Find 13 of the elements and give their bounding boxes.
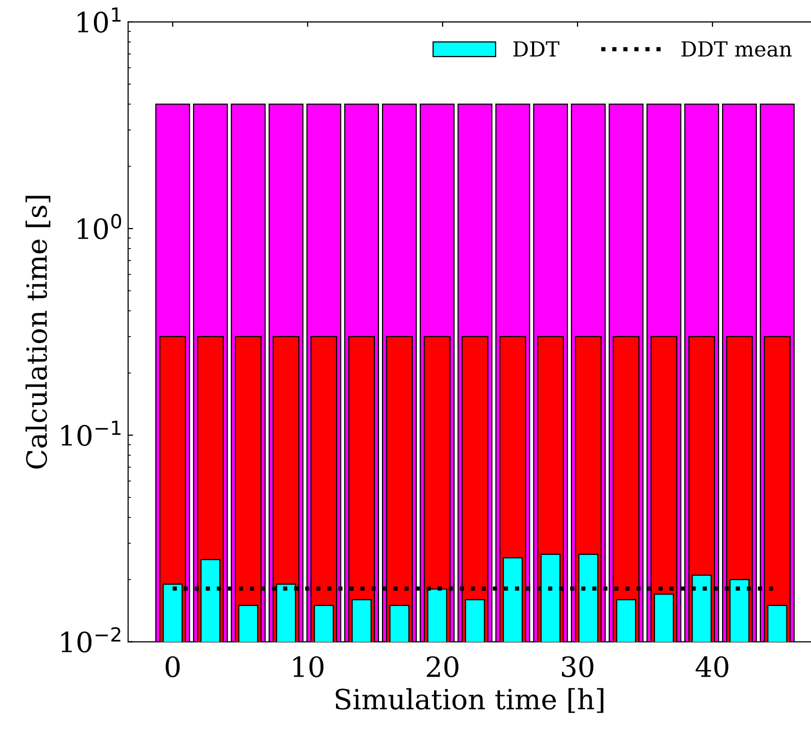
legend-label: DDT mean (682, 41, 792, 57)
x-tick-label: 40 (696, 656, 728, 678)
y-tick-label: 10$^{−2}$ (61, 627, 120, 653)
x-tick-label: 10 (293, 656, 324, 678)
x-axis-title: Simulation time [h] (336, 688, 604, 713)
x-tick-label: 20 (426, 656, 458, 678)
y-axis-title: Calculation time [s] (26, 196, 50, 469)
x-tick-label: 0 (166, 656, 180, 678)
legend-label: DDT (513, 41, 560, 57)
y-tick-label: 10$^{1}$ (78, 7, 121, 33)
x-tick-label: 30 (562, 656, 594, 678)
y-tick-label: 10$^{−1}$ (61, 420, 120, 446)
y-tick-label: 10$^{0}$ (78, 214, 122, 240)
